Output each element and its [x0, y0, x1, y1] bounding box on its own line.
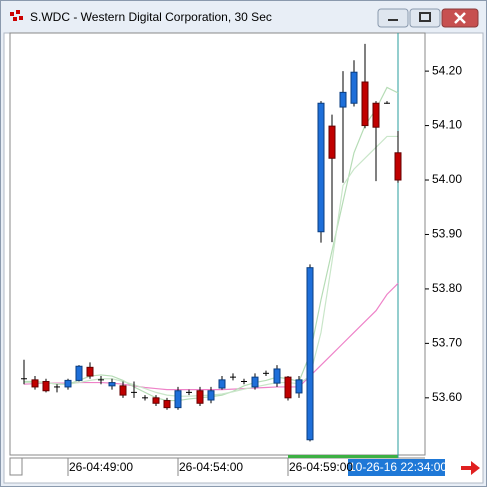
minimize-icon — [388, 19, 398, 21]
candle-body — [328, 125, 336, 159]
candle-body — [42, 380, 50, 392]
candle-body — [207, 390, 215, 401]
y-tick-label: 54.00 — [432, 172, 462, 186]
candle-body — [152, 397, 160, 404]
candle-body — [339, 91, 347, 108]
candle-body — [64, 379, 72, 388]
close-icon — [454, 12, 466, 24]
session-bar — [288, 455, 398, 458]
candle-body — [394, 152, 402, 181]
candle-body — [273, 368, 281, 384]
candle-body — [31, 379, 39, 388]
candle-body — [284, 376, 292, 399]
scroll-box[interactable] — [9, 457, 23, 476]
scroll-arrow[interactable] — [461, 461, 480, 475]
candle-body — [174, 390, 182, 409]
candle-body — [108, 382, 116, 387]
candle-body — [361, 81, 369, 127]
y-tick-label: 53.90 — [432, 227, 462, 241]
minimize-button[interactable] — [377, 8, 409, 28]
candle-body — [218, 379, 226, 389]
candle-body — [317, 102, 325, 233]
candle-body — [196, 390, 204, 404]
candle-body — [350, 71, 358, 104]
maximize-button[interactable] — [409, 8, 441, 28]
window-title: S.WDC - Western Digital Corporation, 30 … — [30, 10, 272, 24]
cursor-label-bg — [348, 459, 445, 476]
maximize-icon — [419, 12, 431, 22]
candle-body — [119, 385, 127, 396]
candle-body — [86, 366, 94, 377]
candle-body — [306, 267, 314, 441]
y-tick-label: 54.20 — [432, 63, 462, 77]
y-tick-label: 53.60 — [432, 390, 462, 404]
candle-body — [372, 102, 380, 128]
x-tick-label: 26-04:54:00 — [179, 460, 243, 474]
cursor-label: 10-26-16 22:34:00 — [349, 460, 447, 474]
candle-body — [75, 365, 83, 381]
x-tick-label: 26-04:49:00 — [69, 460, 133, 474]
candle-body — [251, 376, 259, 388]
candle-body — [163, 400, 171, 409]
x-tick-label: 26-04:59:00 — [289, 460, 353, 474]
y-tick-label: 54.10 — [432, 118, 462, 132]
y-tick-label: 53.80 — [432, 281, 462, 295]
app-icon — [10, 10, 23, 21]
candle-body — [295, 379, 303, 394]
y-tick-label: 53.70 — [432, 336, 462, 350]
